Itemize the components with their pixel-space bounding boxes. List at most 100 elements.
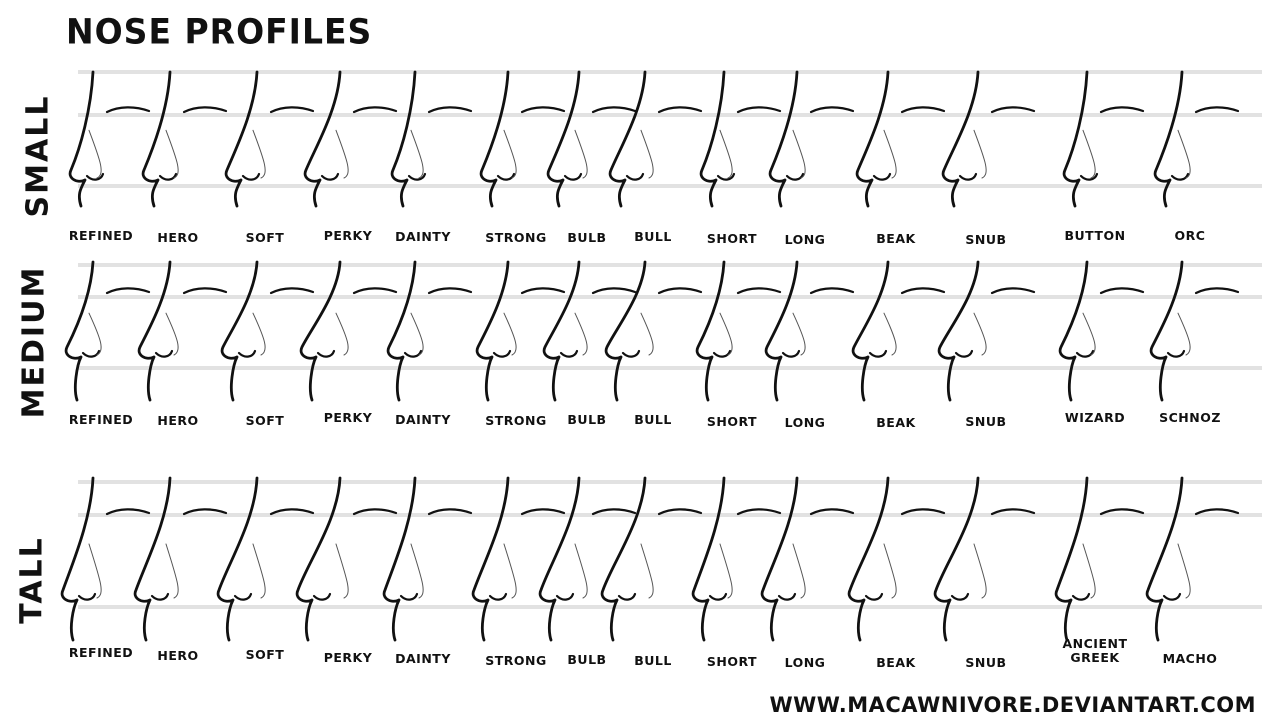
nose-profile-line (855, 70, 890, 208)
nose-profile-line (847, 476, 890, 642)
nose-drawing-perky (303, 70, 398, 208)
nose-profile-line (546, 70, 581, 208)
eyebrow-stroke (105, 508, 151, 516)
nose-label-orc: ORC (1174, 228, 1206, 243)
nose-drawing-bull (600, 476, 703, 642)
nose-wing-sketch (719, 312, 733, 356)
page-title: NOSE PROFILES (66, 11, 373, 52)
nose-profile-line (471, 476, 510, 642)
nose-wing-sketch (883, 543, 897, 599)
nose-label-refined: REFINED (68, 228, 134, 243)
nostril-line (958, 172, 978, 181)
eyebrow-stroke (105, 106, 151, 114)
nose-wing-sketch (88, 543, 102, 599)
nose-profile-line (224, 70, 259, 208)
nose-wing-sketch (574, 543, 588, 599)
nose-wing-sketch (973, 543, 987, 599)
nose-drawing-bulb (546, 70, 637, 208)
nose-label-strong: STRONG (485, 413, 547, 428)
nose-profile-line (479, 70, 510, 208)
artist-credit: WWW.MACAWNIVORE.DEVIANTART.COM (769, 693, 1256, 717)
nose-wing-sketch (640, 129, 654, 179)
nose-label-perky: PERKY (323, 650, 373, 665)
nose-drawing-dainty (386, 260, 473, 402)
nostril-line (237, 349, 257, 358)
nostril-line (407, 172, 427, 181)
nose-drawing-dainty (390, 70, 473, 208)
eyebrow-stroke (809, 508, 855, 516)
nose-wing-sketch (88, 312, 102, 356)
nose-profile-line (695, 260, 726, 402)
nose-label-macho: MACHO (1162, 651, 1218, 666)
nose-drawing-refined (68, 70, 151, 208)
nose-profile-line (68, 70, 95, 208)
nose-profile-line (64, 260, 95, 402)
nose-wing-sketch (1177, 129, 1191, 179)
eyebrow-stroke (1194, 508, 1240, 516)
nose-drawing-short (695, 260, 782, 402)
nose-profile-line (133, 476, 172, 642)
nose-wing-sketch (88, 129, 102, 179)
nose-drawing-refined (64, 260, 151, 402)
nose-profile-line (933, 476, 980, 642)
nose-wing-sketch (1082, 312, 1096, 356)
nose-drawing-schnoz (1149, 260, 1240, 402)
nose-profile-line (538, 476, 581, 642)
nostril-line (154, 349, 174, 358)
nose-wing-sketch (252, 312, 266, 356)
nose-profile-line (768, 70, 799, 208)
nostril-line (872, 172, 892, 181)
nostril-line (1079, 172, 1099, 181)
nose-wing-sketch (165, 543, 179, 599)
nostril-line (864, 592, 884, 601)
eyebrow-stroke (657, 508, 703, 516)
eyebrow-stroke (591, 508, 637, 516)
nostril-line (488, 592, 508, 601)
nose-wing-sketch (252, 129, 266, 179)
nostril-line (158, 172, 178, 181)
nostril-line (950, 592, 970, 601)
eyebrow-stroke (352, 287, 398, 295)
nose-drawing-macho (1145, 476, 1240, 642)
eyebrow-stroke (657, 287, 703, 295)
nostril-line (312, 592, 332, 601)
eyebrow-stroke (809, 287, 855, 295)
eyebrow-stroke (427, 508, 473, 516)
nostril-line (233, 592, 253, 601)
nose-wing-sketch (1177, 543, 1191, 599)
nostril-line (785, 172, 805, 181)
nose-profile-line (60, 476, 95, 642)
nostril-line (708, 592, 728, 601)
nostril-line (777, 592, 797, 601)
nose-label-snub: SNUB (965, 414, 1007, 429)
eyebrow-stroke (736, 287, 782, 295)
eyebrow-stroke (352, 508, 398, 516)
nose-label-wizard: WIZARD (1064, 410, 1126, 425)
nose-label-dainty: DAINTY (395, 229, 451, 244)
nose-label-strong: STRONG (485, 653, 547, 668)
nose-drawing-hero (137, 260, 228, 402)
nose-drawing-perky (295, 476, 398, 642)
nostril-line (625, 172, 645, 181)
eyebrow-stroke (1099, 508, 1145, 516)
nose-label-short: SHORT (706, 654, 758, 669)
eyebrow-stroke (900, 287, 946, 295)
nose-label-hero: HERO (157, 230, 199, 245)
nose-profile-line (386, 260, 417, 402)
nose-wing-sketch (883, 312, 897, 356)
nose-wing-sketch (335, 543, 349, 599)
nose-label-perky: PERKY (323, 228, 373, 243)
nose-drawing-hero (141, 70, 228, 208)
nose-wing-sketch (335, 312, 349, 356)
nose-label-schnoz: SCHNOZ (1159, 410, 1221, 425)
nose-profile-line (220, 260, 259, 402)
nose-label-bull: BULL (634, 412, 672, 427)
nose-drawing-short (699, 70, 782, 208)
nose-label-beak: BEAK (876, 655, 916, 670)
nose-drawing-beak (855, 70, 946, 208)
eyebrow-stroke (269, 287, 315, 295)
eyebrow-stroke (352, 106, 398, 114)
nose-wing-sketch (574, 129, 588, 179)
eyebrow-stroke (990, 508, 1036, 516)
